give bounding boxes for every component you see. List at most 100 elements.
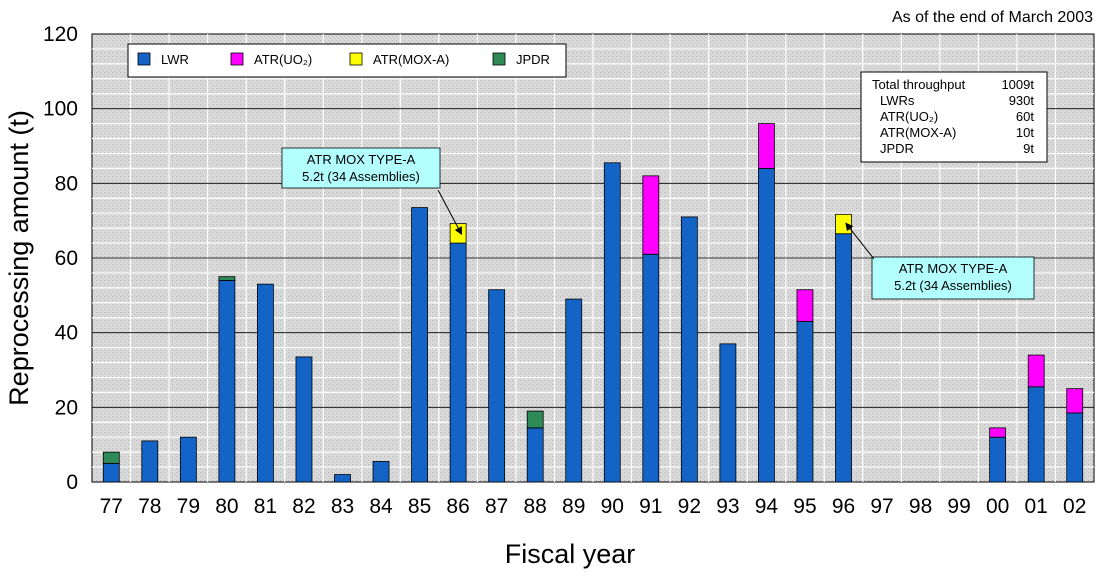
bar-92-series-0 — [680, 216, 698, 483]
x-tick-label: 93 — [716, 495, 739, 518]
annotation-text: ATR MOX TYPE-A — [899, 261, 1008, 276]
x-tick-label: 99 — [947, 495, 970, 518]
bar-90-series-0 — [603, 162, 621, 483]
summary-value: 60t — [1016, 109, 1034, 124]
bar-01-series-0 — [1027, 386, 1045, 483]
bar-02-series-1 — [1066, 388, 1084, 414]
summary-value: 930t — [1009, 93, 1035, 108]
x-tick-label: 89 — [562, 495, 585, 518]
x-tick-label: 00 — [986, 495, 1009, 518]
summary-value: 10t — [1016, 125, 1034, 140]
x-tick-label: 94 — [755, 495, 779, 518]
y-tick-label: 20 — [55, 396, 78, 419]
annotation-box — [871, 256, 1035, 300]
bar-88-series-3 — [526, 410, 544, 429]
y-tick-label: 120 — [43, 23, 78, 46]
y-tick-label: 100 — [43, 98, 78, 121]
y-axis-title: Reprocessing amount (t) — [4, 110, 34, 406]
bar-94-series-0 — [758, 167, 775, 483]
legend-label: LWR — [161, 52, 189, 67]
bar-95-series-0 — [796, 321, 814, 483]
x-tick-label: 98 — [909, 495, 932, 518]
annotation-arrow — [437, 189, 463, 236]
y-tick-label: 60 — [55, 247, 78, 270]
bar-77-series-3 — [102, 451, 120, 464]
annotation-arrow — [845, 222, 875, 260]
bar-88-series-0 — [526, 427, 544, 483]
x-tick-label: 95 — [793, 495, 816, 518]
x-tick-label: 85 — [408, 495, 431, 518]
x-tick-label: 87 — [485, 495, 508, 518]
bar-91-series-0 — [642, 253, 660, 483]
legend-swatch — [230, 52, 244, 66]
x-tick-label: 90 — [601, 495, 624, 518]
bar-89-series-0 — [565, 298, 583, 483]
bar-80-series-3 — [218, 276, 236, 281]
bar-91-series-1 — [642, 175, 660, 255]
bar-77-series-0 — [102, 462, 120, 483]
legend: LWR ATR(UO₂) ATR(MOX-A) JPDR — [127, 43, 567, 78]
y-tick-label: 80 — [55, 172, 78, 195]
x-tick-label: 79 — [177, 495, 200, 518]
bar-96-series-2 — [835, 213, 852, 235]
x-tick-label: 78 — [138, 495, 161, 518]
annotation-text: ATR MOX TYPE-A — [307, 152, 416, 167]
legend-label: ATR(UO₂) — [254, 52, 312, 67]
annotations: ATR MOX TYPE-A 5.2t (34 Assemblies) ATR MO… — [281, 147, 1035, 300]
note-text: As of the end of March 2003 — [892, 9, 1093, 26]
bars — [102, 123, 1084, 483]
x-tick-label: 96 — [832, 495, 855, 518]
bar-00-series-0 — [989, 436, 1007, 483]
x-tick-label: 83 — [331, 495, 354, 518]
bar-79-series-0 — [179, 436, 197, 483]
x-tick-label: 86 — [446, 495, 469, 518]
summary-label: LWRs — [880, 93, 915, 108]
x-tick-label: 82 — [292, 495, 315, 518]
x-axis-title: Fiscal year — [505, 539, 636, 569]
x-tick-label: 02 — [1063, 495, 1086, 518]
legend-swatch — [492, 52, 506, 66]
bar-81-series-0 — [257, 283, 274, 483]
tick-labels: 77 78 79 80 81 82 83 84 85 86 87 88 89 90 91 92 93 94 95 96… — [43, 23, 1086, 518]
summary-label: ATR(MOX-A) — [880, 125, 956, 140]
bar-96-series-0 — [835, 233, 852, 483]
bar-87-series-0 — [488, 289, 506, 483]
x-tick-label: 97 — [870, 495, 893, 518]
x-tick-label: 88 — [524, 495, 547, 518]
bar-80-series-0 — [218, 279, 236, 483]
bar-00-series-1 — [989, 427, 1007, 438]
summary-value: 9t — [1023, 141, 1034, 156]
bar-01-series-1 — [1027, 354, 1045, 388]
x-tick-label: 91 — [639, 495, 662, 518]
grid-lines — [92, 34, 1094, 482]
bar-02-series-0 — [1066, 412, 1084, 483]
annotation-text: 5.2t (34 Assemblies) — [894, 278, 1012, 293]
bar-94-series-1 — [758, 123, 775, 169]
summary-value: 1009t — [1001, 77, 1034, 92]
y-tick-label: 40 — [55, 322, 78, 345]
legend-label: ATR(MOX-A) — [373, 52, 449, 67]
bar-95-series-1 — [796, 289, 814, 322]
x-tick-label: 81 — [254, 495, 277, 518]
annotation-box — [281, 147, 441, 189]
annotation-text: 5.2t (34 Assemblies) — [302, 169, 420, 184]
y-tick-label: 0 — [66, 471, 78, 494]
x-tick-label: 84 — [369, 495, 393, 518]
x-tick-label: 01 — [1025, 495, 1048, 518]
x-tick-label: 77 — [100, 495, 123, 518]
summary-label: ATR(UO₂) — [880, 109, 938, 124]
x-tick-label: 80 — [215, 495, 238, 518]
legend-swatch — [137, 52, 151, 66]
legend-label: JPDR — [516, 52, 550, 67]
bar-84-series-0 — [372, 461, 390, 483]
legend-swatch — [349, 52, 363, 66]
bar-82-series-0 — [295, 356, 313, 483]
summary-label: Total throughput — [872, 77, 966, 92]
summary-box: Total throughput 1009t LWRs 930t ATR(UO₂) 60t… — [860, 71, 1048, 163]
bar-78-series-0 — [141, 440, 159, 483]
x-tick-label: 92 — [678, 495, 701, 518]
bar-83-series-0 — [334, 474, 351, 483]
bar-86-series-0 — [449, 242, 467, 483]
bar-85-series-0 — [411, 207, 428, 483]
